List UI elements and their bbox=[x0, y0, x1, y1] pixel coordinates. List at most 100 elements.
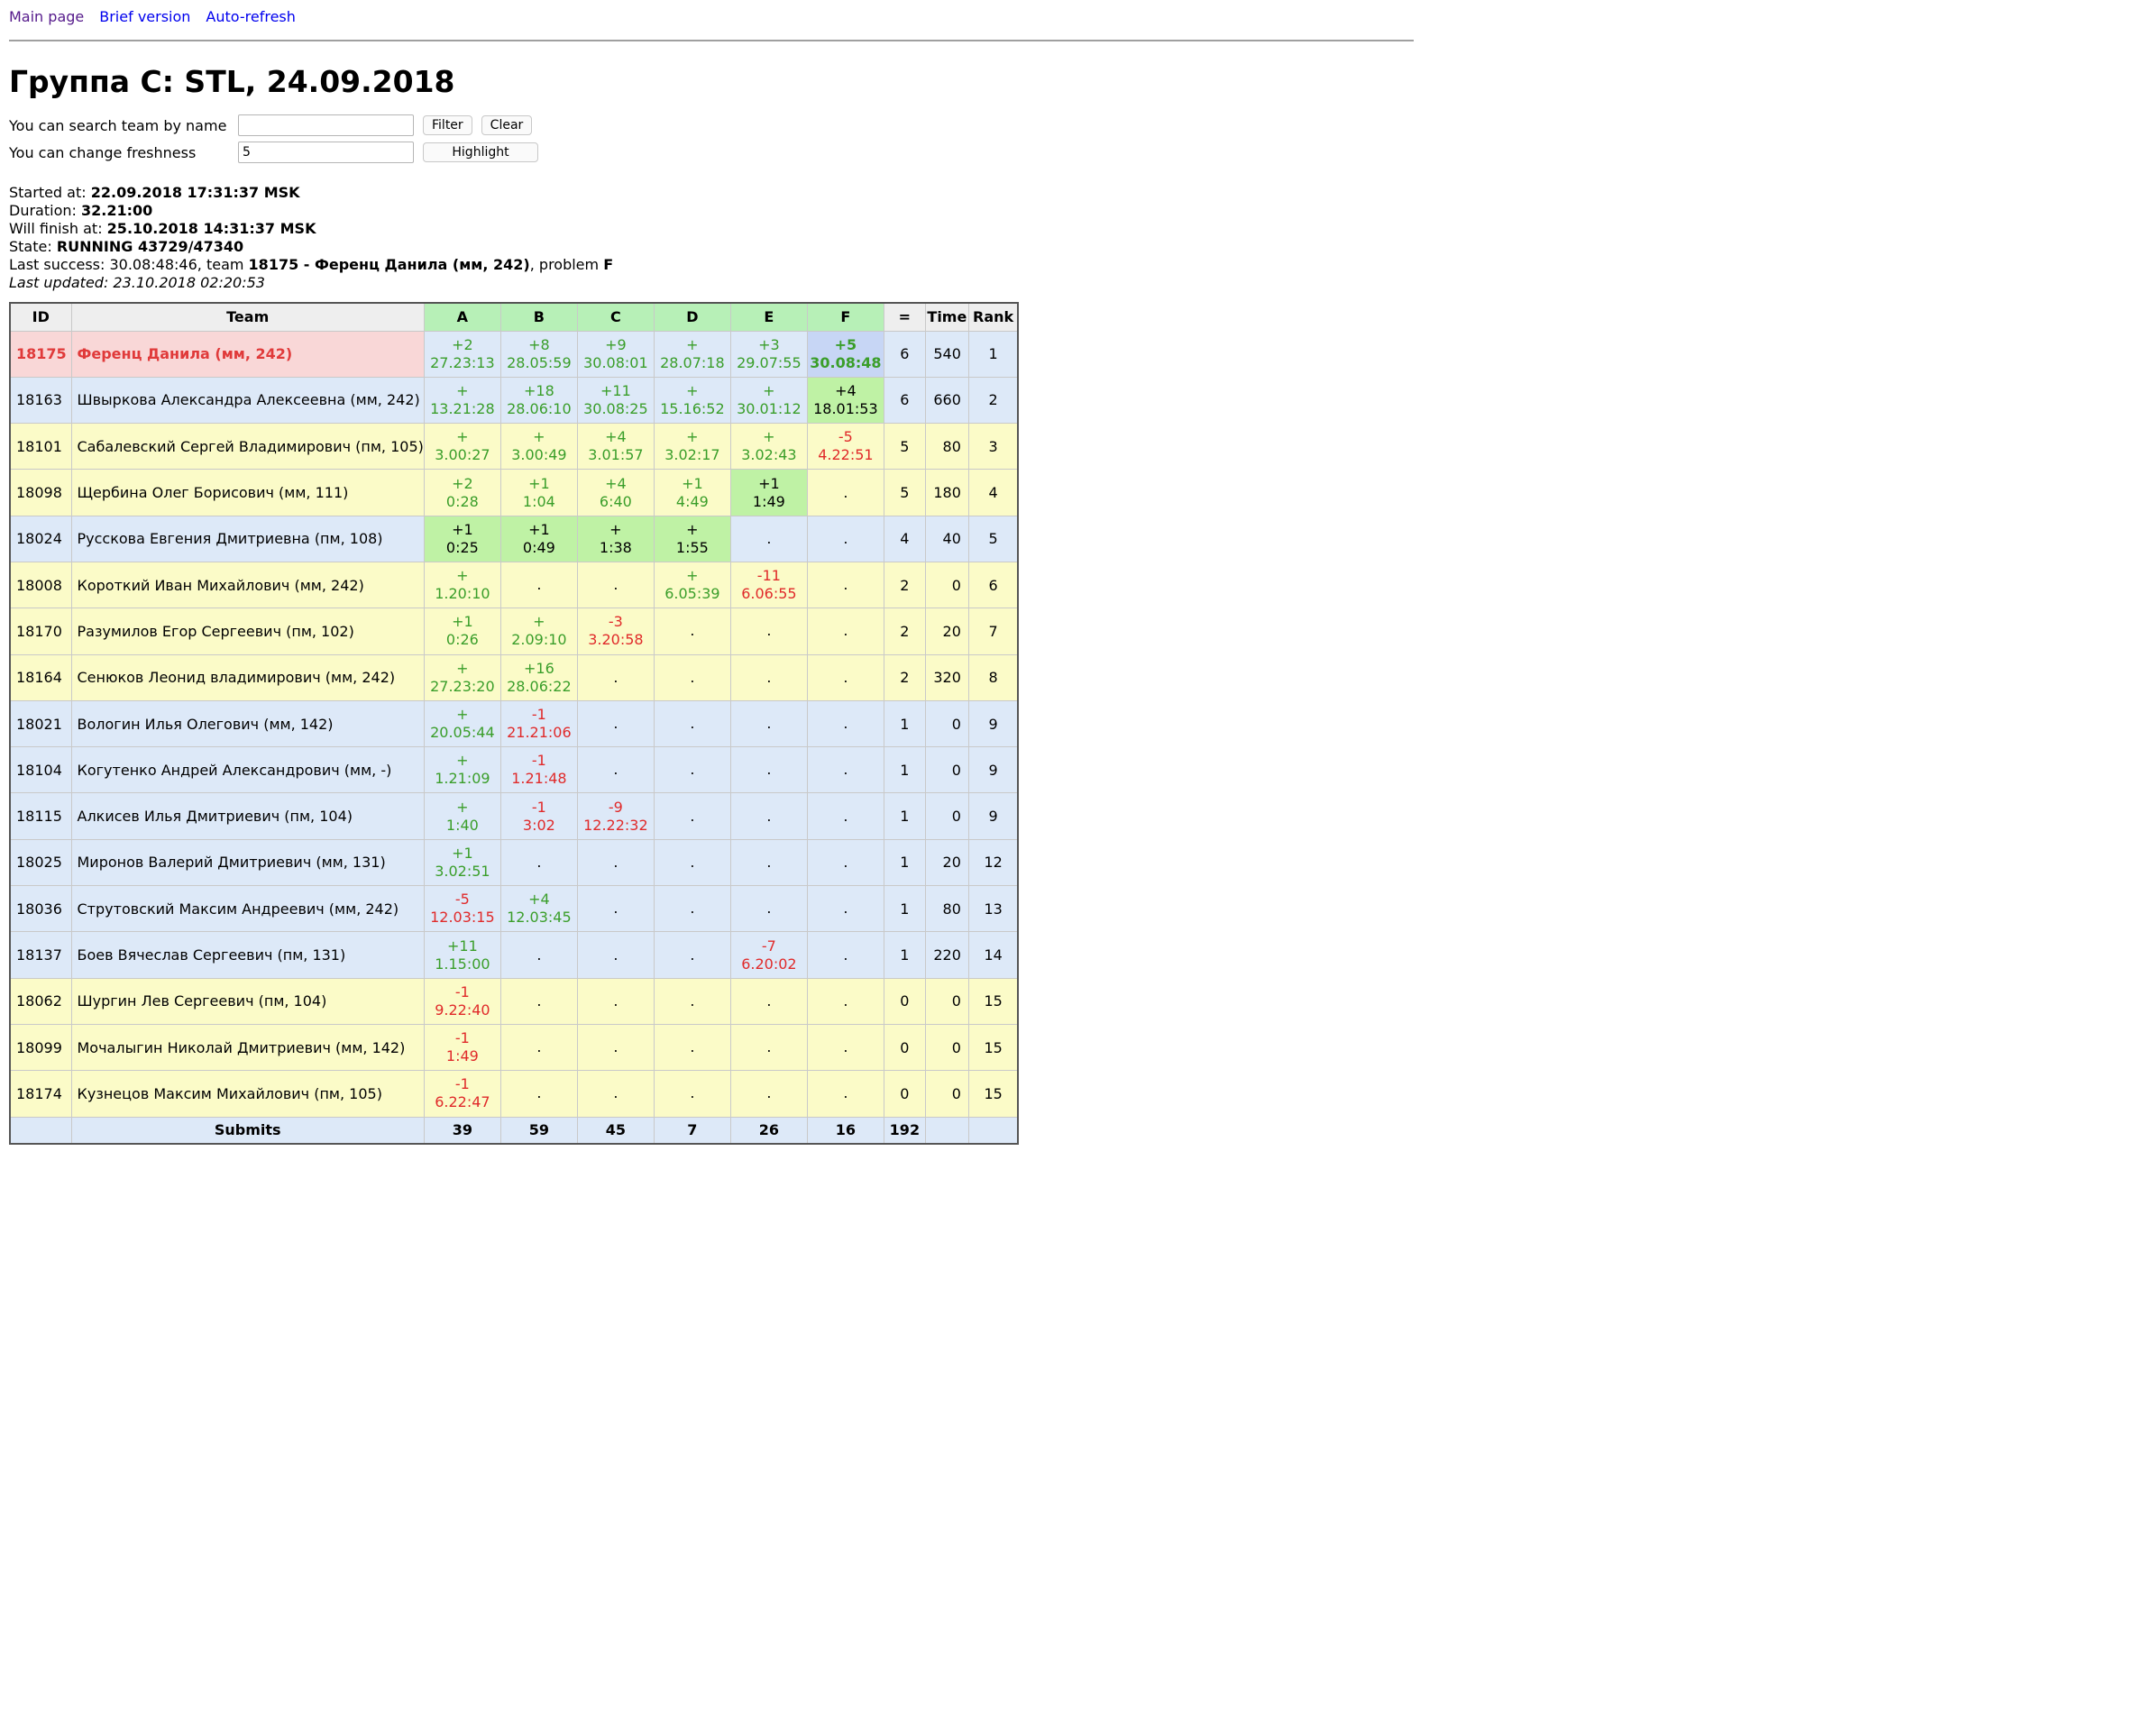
contest-info: Started at: 22.09.2018 17:31:37 MSK Dura… bbox=[9, 184, 1414, 292]
header-divider bbox=[9, 40, 1414, 41]
freshness-input[interactable] bbox=[238, 142, 414, 163]
table-row: 18098 Щербина Олег Борисович (мм, 111) +2 0… bbox=[9, 469, 1019, 516]
problem-cell-a: +13.21:28 bbox=[423, 376, 501, 425]
table-row: 18024 Русскова Евгения Дмитриевна (пм, 10… bbox=[9, 515, 1019, 562]
rank: 8 bbox=[967, 653, 1019, 701]
standings-table: ID Team A B C D E F = Time Rank 18175 Ференц Дани… bbox=[9, 302, 1020, 1146]
clear-button[interactable]: Clear bbox=[481, 115, 533, 135]
problem-cell-e: +1 1:49 bbox=[729, 469, 808, 516]
attempts: . bbox=[690, 622, 695, 640]
solved-count: 2 bbox=[883, 653, 926, 701]
team-id: 18021 bbox=[9, 699, 72, 748]
team-name: Алкисев Илья Дмитриевич (пм, 104) bbox=[70, 792, 425, 840]
solved-count: 1 bbox=[883, 699, 926, 748]
attempts: +1 bbox=[452, 844, 473, 862]
problem-cell-d: . bbox=[653, 653, 731, 701]
penalty-time: 40 bbox=[924, 515, 969, 562]
submit-time: 0:28 bbox=[445, 492, 479, 510]
problem-cell-d: . bbox=[653, 931, 731, 979]
attempts: . bbox=[843, 807, 848, 825]
attempts: . bbox=[766, 1038, 772, 1056]
rank: 15 bbox=[967, 977, 1019, 1025]
attempts: . bbox=[766, 715, 772, 733]
attempts: + bbox=[456, 706, 469, 724]
penalty-time: 80 bbox=[924, 885, 969, 933]
problem-cell-f: . bbox=[806, 469, 884, 516]
header-problem-a[interactable]: A bbox=[423, 302, 501, 332]
penalty-time: 0 bbox=[924, 1023, 969, 1072]
last-updated: Last updated: 23.10.2018 02:20:53 bbox=[9, 274, 265, 291]
team-name: Разумилов Егор Сергеевич (пм, 102) bbox=[70, 608, 425, 655]
table-row: 18137 Боев Вячеслав Сергеевич (пм, 131) +1… bbox=[9, 931, 1019, 979]
problem-cell-f: . bbox=[806, 885, 884, 933]
filter-button[interactable]: Filter bbox=[423, 115, 472, 135]
problem-cell-e: . bbox=[729, 653, 808, 701]
attempts: . bbox=[766, 900, 772, 918]
problem-cell-f: . bbox=[806, 931, 884, 979]
submit-time: 3.00:49 bbox=[511, 446, 567, 464]
attempts: . bbox=[690, 715, 695, 733]
attempts: . bbox=[613, 1084, 618, 1102]
rank: 2 bbox=[967, 376, 1019, 425]
problem-cell-d: . bbox=[653, 885, 731, 933]
attempts: . bbox=[690, 1084, 695, 1102]
table-row: 18101 Сабалевский Сергей Владимирович (пм… bbox=[9, 423, 1019, 471]
attempts: . bbox=[613, 991, 618, 1010]
submit-time: 28.06:22 bbox=[507, 677, 572, 695]
solved-count: 1 bbox=[883, 792, 926, 840]
attempts: . bbox=[766, 622, 772, 640]
header-problem-f[interactable]: F bbox=[806, 302, 884, 332]
attempts: -3 bbox=[608, 613, 623, 631]
submits-count-c: 45 bbox=[576, 1116, 655, 1145]
header-problem-c[interactable]: C bbox=[576, 302, 655, 332]
attempts: . bbox=[690, 991, 695, 1010]
team-name: Боев Вячеслав Сергеевич (пм, 131) bbox=[70, 931, 425, 979]
problem-cell-f: . bbox=[806, 1023, 884, 1072]
header-problem-b[interactable]: B bbox=[499, 302, 578, 332]
attempts: +2 bbox=[452, 474, 473, 492]
problem-cell-c: +11 30.08:25 bbox=[576, 376, 655, 425]
attempts: + bbox=[456, 752, 469, 770]
header-problem-d[interactable]: D bbox=[653, 302, 731, 332]
attempts: -11 bbox=[756, 567, 781, 585]
problem-cell-d: . bbox=[653, 977, 731, 1025]
auto-refresh-link[interactable]: Auto-refresh bbox=[206, 8, 296, 25]
attempts: . bbox=[613, 900, 618, 918]
header-solved[interactable]: = bbox=[883, 302, 926, 332]
submit-time: 12.03:45 bbox=[507, 909, 572, 927]
problem-cell-c: . bbox=[576, 838, 655, 887]
problem-cell-f: . bbox=[806, 515, 884, 562]
problem-cell-a: +1 0:26 bbox=[423, 608, 501, 655]
submit-time: 1:40 bbox=[445, 816, 479, 834]
attempts: . bbox=[766, 807, 772, 825]
attempts: +4 bbox=[528, 891, 550, 909]
attempts: . bbox=[843, 1038, 848, 1056]
problem-cell-d: +1 4:49 bbox=[653, 469, 731, 516]
attempts: . bbox=[843, 576, 848, 594]
header-problem-e[interactable]: E bbox=[729, 302, 808, 332]
problem-cell-a: +11 1.15:00 bbox=[423, 931, 501, 979]
attempts: + bbox=[686, 520, 699, 538]
header-id[interactable]: ID bbox=[9, 302, 72, 332]
attempts: +1 bbox=[452, 520, 473, 538]
problem-cell-a: +1 0:25 bbox=[423, 515, 501, 562]
attempts: + bbox=[456, 798, 469, 816]
brief-version-link[interactable]: Brief version bbox=[99, 8, 191, 25]
attempts: +1 bbox=[682, 474, 703, 492]
attempts: +1 bbox=[528, 474, 550, 492]
problem-cell-c: +4 6:40 bbox=[576, 469, 655, 516]
team-name: Миронов Валерий Дмитриевич (мм, 131) bbox=[70, 838, 425, 887]
team-name: Щербина Олег Борисович (мм, 111) bbox=[70, 469, 425, 516]
header-team[interactable]: Team bbox=[70, 302, 425, 332]
problem-cell-b: . bbox=[499, 561, 578, 609]
table-row: 18164 Сенюков Леонид владимирович (мм, 24… bbox=[9, 653, 1019, 701]
attempts: +11 bbox=[446, 937, 478, 955]
search-input[interactable] bbox=[238, 114, 414, 136]
header-time[interactable]: Time bbox=[924, 302, 969, 332]
problem-cell-e: +3 29.07:55 bbox=[729, 330, 808, 378]
problem-cell-e: . bbox=[729, 838, 808, 887]
team-id: 18175 bbox=[9, 330, 72, 378]
header-rank[interactable]: Rank bbox=[967, 302, 1019, 332]
highlight-button[interactable]: Highlight bbox=[423, 142, 538, 162]
main-page-link[interactable]: Main page bbox=[9, 8, 85, 25]
